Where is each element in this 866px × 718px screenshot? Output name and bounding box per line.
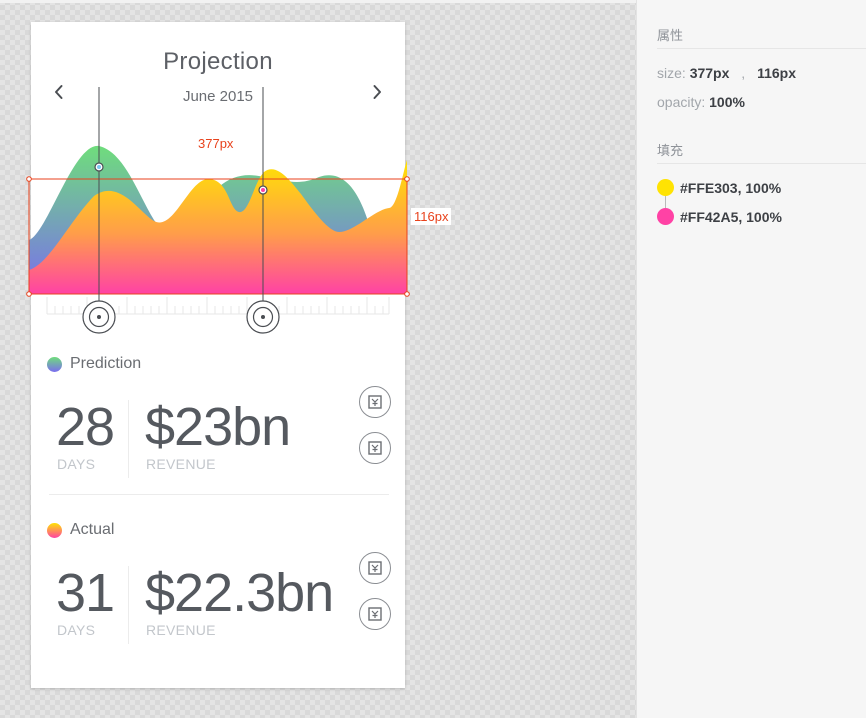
calendar-icon bbox=[368, 561, 382, 575]
actual-days-value: 31 bbox=[56, 563, 115, 623]
chevron-left-icon bbox=[55, 85, 63, 99]
width-measure-label: 377px bbox=[198, 136, 234, 151]
actual-action-button-2[interactable] bbox=[359, 598, 391, 630]
actual-action-button-1[interactable] bbox=[359, 552, 391, 584]
projection-area-chart bbox=[26, 87, 410, 334]
month-label: June 2015 bbox=[182, 88, 254, 105]
actual-color-dot bbox=[47, 522, 62, 538]
prediction-days-value: 28 bbox=[56, 397, 115, 457]
actual-days-label: DAYS bbox=[57, 622, 96, 638]
calendar-icon bbox=[368, 607, 382, 621]
actual-revenue-label: REVENUE bbox=[146, 622, 216, 638]
opacity-row: opacity: 100% bbox=[657, 94, 745, 110]
actual-label: Actual bbox=[70, 521, 115, 538]
size-separator: , bbox=[741, 65, 746, 81]
prediction-action-button-2[interactable] bbox=[359, 432, 391, 464]
prediction-revenue-label: REVENUE bbox=[146, 456, 216, 472]
previous-month-button[interactable] bbox=[47, 80, 71, 104]
actual-scrubber[interactable] bbox=[246, 87, 280, 334]
size-label: size: bbox=[657, 65, 686, 81]
section-divider bbox=[49, 494, 389, 495]
calendar-icon bbox=[368, 441, 382, 455]
yellow-color-swatch[interactable] bbox=[657, 179, 674, 196]
fill-swatch-row[interactable]: #FFE303, 100% bbox=[657, 179, 781, 196]
page-title: Projection bbox=[163, 48, 273, 75]
prediction-color-dot bbox=[47, 356, 62, 372]
selection-bounding-box bbox=[28, 178, 408, 295]
prediction-days-label: DAYS bbox=[57, 456, 96, 472]
opacity-label: opacity: bbox=[657, 94, 706, 110]
projection-card: Projection June 2015 bbox=[26, 22, 452, 688]
gradient-link-line bbox=[665, 196, 666, 210]
chevron-right-icon bbox=[373, 85, 381, 99]
selection-handles bbox=[26, 176, 410, 297]
prediction-legend: Prediction bbox=[47, 355, 141, 373]
calendar-icon bbox=[368, 395, 382, 409]
fill-swatch-row[interactable]: #FF42A5, 100% bbox=[657, 208, 782, 225]
size-width-value[interactable]: 377px bbox=[689, 65, 730, 81]
fill-color-text: #FFE303, 100% bbox=[680, 179, 782, 196]
prediction-revenue-value: $23bn bbox=[145, 397, 291, 457]
size-height-value[interactable]: 116px bbox=[757, 65, 796, 81]
attributes-heading: 属性 bbox=[657, 28, 684, 43]
inspector-divider bbox=[657, 48, 866, 49]
actual-divider bbox=[128, 566, 129, 644]
opacity-value[interactable]: 100% bbox=[709, 94, 745, 110]
actual-revenue-value: $22.3bn bbox=[145, 563, 334, 623]
actual-legend: Actual bbox=[47, 521, 114, 539]
height-measure-label: 116px bbox=[411, 208, 452, 225]
actual-area bbox=[29, 160, 407, 294]
prediction-scrubber[interactable] bbox=[82, 87, 116, 334]
size-row: size: 377px , 116px bbox=[657, 65, 796, 81]
prediction-divider bbox=[128, 400, 129, 478]
inspector-divider bbox=[657, 163, 866, 164]
pink-color-swatch[interactable] bbox=[657, 208, 674, 225]
inspector-panel: 属性 size: 377px , 116px opacity: 100% 填充 … bbox=[636, 0, 866, 718]
next-month-button[interactable] bbox=[365, 80, 389, 104]
fill-heading: 填充 bbox=[657, 143, 684, 158]
canvas-top-rule bbox=[0, 0, 636, 3]
prediction-label: Prediction bbox=[70, 355, 142, 372]
fill-color-text: #FF42A5, 100% bbox=[680, 208, 782, 225]
prediction-action-button-1[interactable] bbox=[359, 386, 391, 418]
